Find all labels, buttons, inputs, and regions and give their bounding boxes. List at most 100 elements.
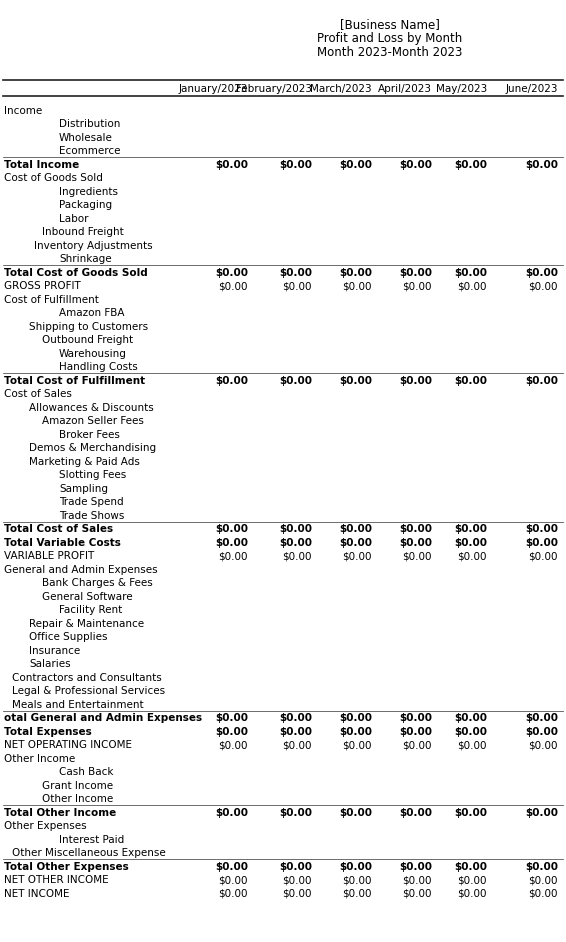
Text: Ingredients: Ingredients [59, 187, 118, 197]
Text: $0.00: $0.00 [342, 282, 372, 291]
Text: $0.00: $0.00 [339, 268, 372, 278]
Text: Cash Back: Cash Back [59, 767, 114, 777]
Text: $0.00: $0.00 [529, 875, 558, 885]
Text: $0.00: $0.00 [399, 713, 432, 723]
Text: March/2023: March/2023 [310, 84, 372, 94]
Text: Contractors and Consultants: Contractors and Consultants [12, 673, 162, 683]
Text: $0.00: $0.00 [342, 888, 372, 899]
Text: $0.00: $0.00 [454, 862, 487, 871]
Text: $0.00: $0.00 [215, 862, 248, 871]
Text: $0.00: $0.00 [457, 740, 487, 750]
Text: $0.00: $0.00 [399, 376, 432, 386]
Text: $0.00: $0.00 [218, 282, 248, 291]
Text: Inbound Freight: Inbound Freight [42, 227, 124, 237]
Text: Warehousing: Warehousing [59, 349, 127, 359]
Text: Other Expenses: Other Expenses [4, 821, 87, 831]
Text: $0.00: $0.00 [402, 888, 432, 899]
Text: Cost of Goods Sold: Cost of Goods Sold [4, 173, 103, 184]
Text: $0.00: $0.00 [399, 538, 432, 547]
Text: Marketing & Paid Ads: Marketing & Paid Ads [29, 457, 140, 466]
Text: $0.00: $0.00 [215, 713, 248, 723]
Text: $0.00: $0.00 [279, 713, 312, 723]
Text: May/2023: May/2023 [436, 84, 487, 94]
Text: $0.00: $0.00 [279, 525, 312, 534]
Text: General Software: General Software [42, 592, 132, 602]
Text: Bank Charges & Fees: Bank Charges & Fees [42, 578, 153, 588]
Text: [Business Name]: [Business Name] [340, 18, 440, 31]
Text: $0.00: $0.00 [525, 525, 558, 534]
Text: $0.00: $0.00 [279, 268, 312, 278]
Text: $0.00: $0.00 [529, 888, 558, 899]
Text: $0.00: $0.00 [529, 551, 558, 561]
Text: $0.00: $0.00 [215, 807, 248, 818]
Text: $0.00: $0.00 [402, 740, 432, 750]
Text: Shipping to Customers: Shipping to Customers [29, 322, 148, 332]
Text: $0.00: $0.00 [525, 268, 558, 278]
Text: $0.00: $0.00 [525, 713, 558, 723]
Text: Salaries: Salaries [29, 659, 71, 669]
Text: Month 2023-Month 2023: Month 2023-Month 2023 [318, 46, 462, 59]
Text: $0.00: $0.00 [454, 525, 487, 534]
Text: $0.00: $0.00 [457, 888, 487, 899]
Text: $0.00: $0.00 [215, 268, 248, 278]
Text: $0.00: $0.00 [282, 282, 312, 291]
Text: $0.00: $0.00 [454, 726, 487, 737]
Text: Amazon Seller Fees: Amazon Seller Fees [42, 416, 144, 426]
Text: $0.00: $0.00 [215, 538, 248, 547]
Text: Total Other Expenses: Total Other Expenses [4, 862, 128, 871]
Text: $0.00: $0.00 [457, 875, 487, 885]
Text: June/2023: June/2023 [505, 84, 558, 94]
Text: Total Other Income: Total Other Income [4, 807, 116, 818]
Text: Cost of Sales: Cost of Sales [4, 389, 72, 399]
Text: $0.00: $0.00 [339, 713, 372, 723]
Text: $0.00: $0.00 [454, 376, 487, 386]
Text: $0.00: $0.00 [525, 726, 558, 737]
Text: Total Income: Total Income [4, 160, 79, 170]
Text: $0.00: $0.00 [279, 807, 312, 818]
Text: otal General and Admin Expenses: otal General and Admin Expenses [4, 713, 202, 723]
Text: $0.00: $0.00 [457, 551, 487, 561]
Text: $0.00: $0.00 [525, 160, 558, 170]
Text: Inventory Adjustments: Inventory Adjustments [34, 241, 153, 251]
Text: $0.00: $0.00 [279, 376, 312, 386]
Text: $0.00: $0.00 [399, 268, 432, 278]
Text: Legal & Professional Services: Legal & Professional Services [12, 687, 165, 696]
Text: Other Miscellaneous Expense: Other Miscellaneous Expense [12, 848, 166, 858]
Text: NET OTHER INCOME: NET OTHER INCOME [4, 875, 109, 885]
Text: Wholesale: Wholesale [59, 133, 113, 143]
Text: Trade Spend: Trade Spend [59, 497, 123, 507]
Text: $0.00: $0.00 [402, 282, 432, 291]
Text: $0.00: $0.00 [342, 740, 372, 750]
Text: Total Variable Costs: Total Variable Costs [4, 538, 121, 547]
Text: $0.00: $0.00 [279, 160, 312, 170]
Text: $0.00: $0.00 [215, 525, 248, 534]
Text: $0.00: $0.00 [279, 726, 312, 737]
Text: $0.00: $0.00 [218, 888, 248, 899]
Text: Demos & Merchandising: Demos & Merchandising [29, 444, 156, 453]
Text: $0.00: $0.00 [339, 726, 372, 737]
Text: $0.00: $0.00 [454, 807, 487, 818]
Text: Insurance: Insurance [29, 646, 80, 656]
Text: $0.00: $0.00 [215, 160, 248, 170]
Text: $0.00: $0.00 [218, 875, 248, 885]
Text: April/2023: April/2023 [378, 84, 432, 94]
Text: GROSS PROFIT: GROSS PROFIT [4, 282, 81, 291]
Text: Profit and Loss by Month: Profit and Loss by Month [318, 32, 462, 45]
Text: $0.00: $0.00 [529, 282, 558, 291]
Text: Facility Rent: Facility Rent [59, 606, 122, 615]
Text: $0.00: $0.00 [399, 525, 432, 534]
Text: $0.00: $0.00 [339, 525, 372, 534]
Text: $0.00: $0.00 [454, 713, 487, 723]
Text: $0.00: $0.00 [457, 282, 487, 291]
Text: $0.00: $0.00 [454, 160, 487, 170]
Text: January/2023: January/2023 [179, 84, 248, 94]
Text: Total Cost of Goods Sold: Total Cost of Goods Sold [4, 268, 148, 278]
Text: Other Income: Other Income [42, 794, 113, 804]
Text: $0.00: $0.00 [454, 538, 487, 547]
Text: Grant Income: Grant Income [42, 781, 113, 790]
Text: Total Expenses: Total Expenses [4, 726, 92, 737]
Text: Trade Shows: Trade Shows [59, 511, 125, 521]
Text: NET OPERATING INCOME: NET OPERATING INCOME [4, 740, 132, 750]
Text: $0.00: $0.00 [399, 862, 432, 871]
Text: Other Income: Other Income [4, 754, 75, 764]
